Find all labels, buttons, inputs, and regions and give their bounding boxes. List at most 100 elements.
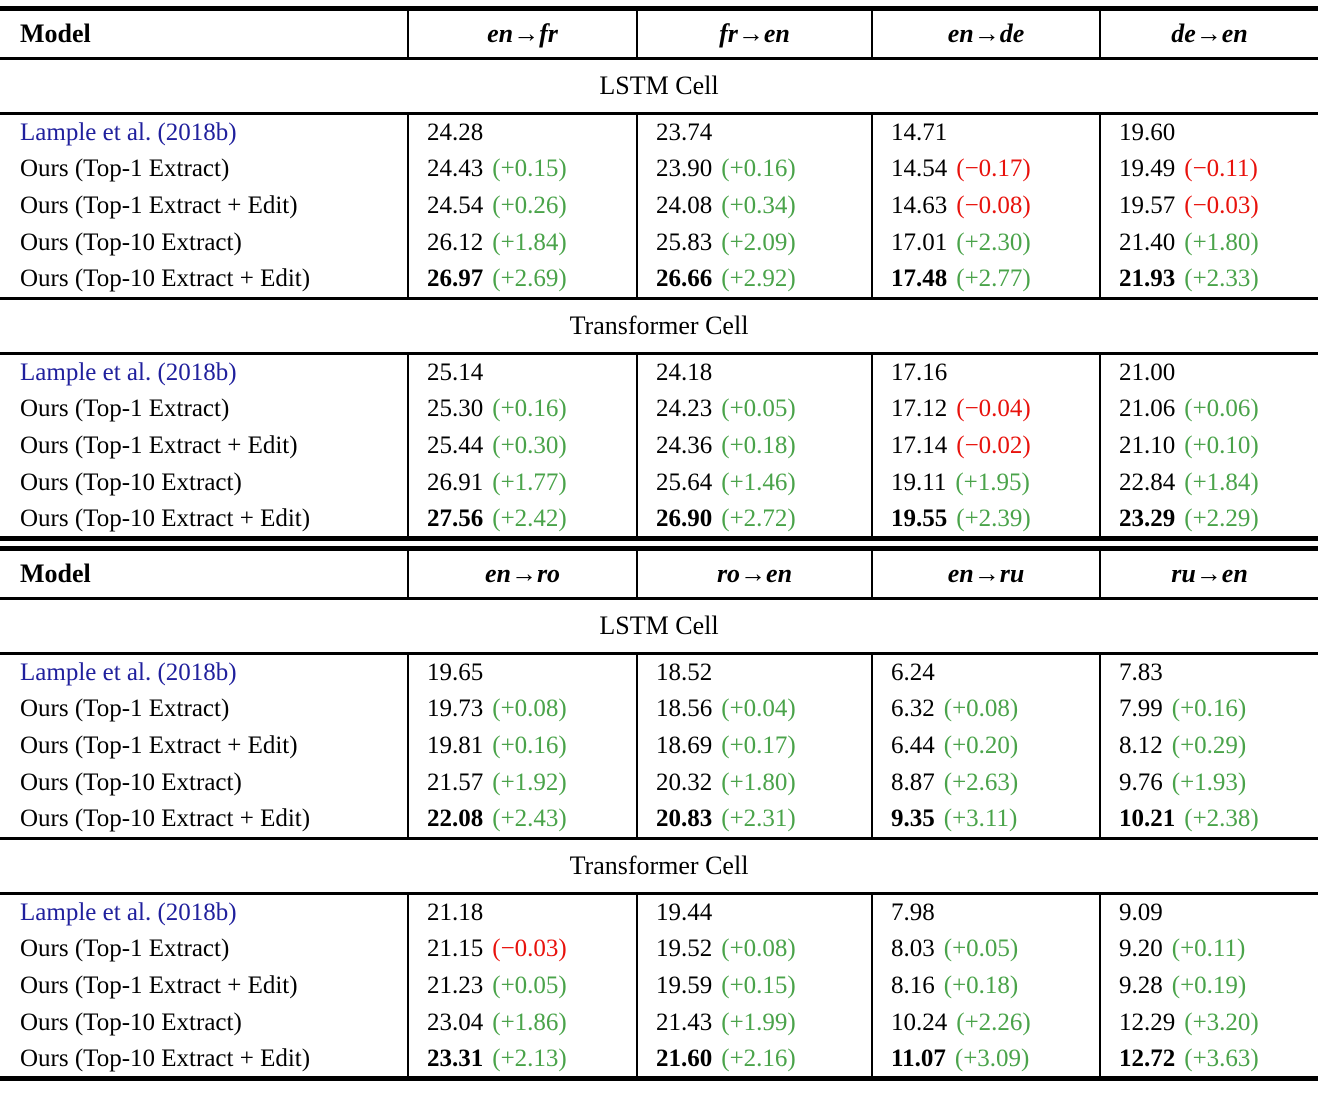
results-table-fr-de: Model en→fr fr→en en→de de→en LSTM Cell … (0, 6, 1318, 541)
delta-badge: (+2.29) (1184, 504, 1259, 532)
bleu-score: 25.30 (427, 395, 484, 422)
score-cell: 21.40 (+1.80) (1099, 224, 1318, 262)
delta-badge: (+0.15) (492, 155, 567, 182)
delta-badge: (+2.43) (492, 805, 567, 833)
column-header-model: Model (0, 548, 408, 600)
bleu-score: 6.24 (891, 658, 935, 686)
table-row: Ours (Top-1 Extract) 19.73 (+0.08) 18.56 (+0… (0, 690, 1318, 728)
bleu-score: 14.54 (891, 155, 948, 182)
score-cell: 25.64 (+1.46) (636, 464, 872, 502)
delta-badge: (+0.16) (492, 732, 567, 759)
column-header-en-de: en→de (871, 8, 1100, 60)
delta-badge: (+1.77) (492, 469, 567, 496)
bleu-score: 20.83 (656, 805, 713, 833)
bleu-score: 19.11 (891, 469, 947, 496)
score-cell: 19.52 (+0.08) (636, 930, 872, 968)
bleu-score: 17.14 (891, 432, 948, 459)
score-cell: 12.72 (+3.63) (1099, 1041, 1318, 1079)
score-cell: 21.57 (+1.92) (407, 764, 637, 802)
column-header-ro-en: ro→en (636, 548, 872, 600)
score-cell: 14.63 (−0.08) (871, 187, 1100, 225)
delta-badge: (+2.42) (492, 504, 567, 532)
citation-link[interactable]: Lample et al. (2018b) (20, 898, 237, 926)
score-cell: 9.35 (+3.11) (871, 801, 1100, 839)
model-label: Ours (Top-10 Extract + Edit) (20, 265, 311, 293)
citation-link[interactable]: Lample et al. (2018b) (20, 118, 237, 146)
bleu-score: 26.91 (427, 469, 484, 496)
score-cell: 7.98 (871, 893, 1100, 931)
delta-badge: (+2.33) (1184, 265, 1259, 293)
delta-badge: (+0.16) (721, 155, 796, 182)
score-cell: 10.24 (+2.26) (871, 1004, 1100, 1042)
model-label: Ours (Top-1 Extract) (20, 935, 230, 962)
score-cell: 8.12 (+0.29) (1099, 727, 1318, 765)
bleu-score: 18.52 (656, 658, 713, 686)
citation-link[interactable]: Lample et al. (2018b) (20, 358, 237, 386)
delta-badge: (+1.80) (721, 769, 796, 796)
bleu-score: 24.28 (427, 118, 484, 146)
bleu-score: 19.65 (427, 658, 484, 686)
delta-badge: (+0.08) (721, 935, 796, 962)
bleu-score: 19.55 (891, 504, 948, 532)
bleu-score: 21.43 (656, 1009, 713, 1036)
delta-badge: (+1.95) (955, 469, 1030, 496)
score-cell: 19.59 (+0.15) (636, 967, 872, 1005)
bleu-score: 9.20 (1119, 935, 1163, 962)
delta-badge: (+1.84) (1184, 469, 1259, 496)
bleu-score: 25.64 (656, 469, 713, 496)
score-cell: 25.83 (+2.09) (636, 224, 872, 262)
score-cell: 26.90 (+2.72) (636, 501, 872, 539)
delta-badge: (+0.18) (721, 432, 796, 459)
bleu-score: 22.08 (427, 805, 484, 833)
bleu-score: 24.08 (656, 192, 713, 219)
score-cell: 23.29 (+2.29) (1099, 501, 1318, 539)
delta-badge: (+0.11) (1171, 935, 1246, 962)
table-row: Ours (Top-10 Extract + Edit) 22.08 (+2.43)… (0, 801, 1318, 839)
bleu-score: 26.66 (656, 265, 713, 293)
delta-badge: (+2.63) (943, 769, 1019, 796)
score-cell: 9.09 (1099, 893, 1318, 931)
score-cell: 9.20 (+0.11) (1099, 930, 1318, 968)
paper-results-tables: Model en→fr fr→en en→de de→en LSTM Cell … (0, 6, 1318, 1081)
citation-link[interactable]: Lample et al. (2018b) (20, 658, 237, 686)
bleu-score: 12.72 (1119, 1044, 1176, 1072)
score-cell: 27.56 (+2.42) (407, 501, 637, 539)
score-cell: 25.44 (+0.30) (407, 427, 637, 465)
section-title: Transformer Cell (0, 297, 1318, 355)
score-cell: 25.30 (+0.16) (407, 390, 637, 428)
section-header-row: Transformer Cell (0, 297, 1318, 355)
section-title: LSTM Cell (0, 57, 1318, 115)
delta-badge: (+0.20) (943, 732, 1019, 759)
section-header-row: LSTM Cell (0, 57, 1318, 115)
score-cell: 19.49 (−0.11) (1099, 150, 1318, 188)
bleu-score: 7.99 (1119, 695, 1163, 722)
delta-badge: (+1.92) (492, 769, 567, 796)
bleu-score: 19.49 (1119, 155, 1176, 182)
section-lstm: LSTM Cell Lample et al. (2018b) 24.28 23.7… (0, 57, 1318, 299)
delta-badge: (+3.09) (954, 1044, 1030, 1072)
score-cell: 24.28 (407, 113, 637, 151)
score-cell: 21.60 (+2.16) (636, 1041, 872, 1079)
bleu-score: 7.83 (1119, 658, 1163, 686)
column-header-model: Model (0, 8, 408, 60)
bleu-score: 23.74 (656, 118, 713, 146)
bleu-score: 17.01 (891, 229, 948, 256)
bleu-score: 21.10 (1119, 432, 1176, 459)
bleu-score: 19.57 (1119, 192, 1176, 219)
score-cell: 23.31 (+2.13) (407, 1041, 637, 1079)
delta-badge: (+0.29) (1171, 732, 1247, 759)
model-label: Ours (Top-10 Extract) (20, 769, 242, 796)
delta-badge: (+2.92) (721, 265, 796, 293)
bleu-score: 21.93 (1119, 265, 1176, 293)
score-cell: 10.21 (+2.38) (1099, 801, 1318, 839)
score-cell: 22.84 (+1.84) (1099, 464, 1318, 502)
delta-badge: (+0.18) (943, 972, 1019, 999)
delta-badge: (+1.99) (721, 1009, 796, 1036)
table-row: Ours (Top-10 Extract) 21.57 (+1.92) 20.32 (+… (0, 764, 1318, 802)
score-cell: 8.16 (+0.18) (871, 967, 1100, 1005)
bleu-score: 7.98 (891, 898, 935, 926)
delta-badge: (+2.09) (721, 229, 796, 256)
bleu-score: 9.35 (891, 805, 935, 833)
score-cell: 19.57 (−0.03) (1099, 187, 1318, 225)
bleu-score: 21.57 (427, 769, 484, 796)
